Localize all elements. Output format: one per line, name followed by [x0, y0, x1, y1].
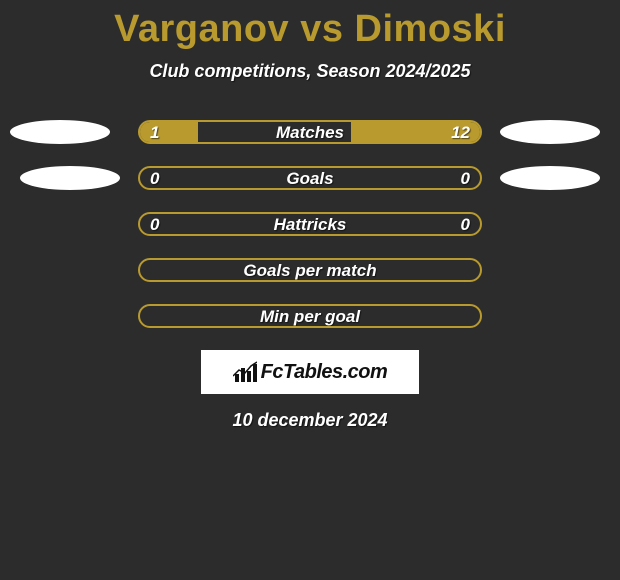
stat-row-hattricks: Hattricks0 0 [0, 212, 620, 236]
bars-icon [233, 360, 257, 384]
stats-area: Matches112Goals00Hattricks00Goals per ma… [0, 120, 620, 328]
avatar-right [500, 166, 600, 190]
stat-bar: Goals per match [138, 258, 482, 282]
stat-bar: Hattricks0 0 [138, 212, 482, 236]
stat-label: Goals per match [140, 260, 480, 280]
page-subtitle: Club competitions, Season 2024/2025 [0, 61, 620, 82]
stat-bar: Min per goal [138, 304, 482, 328]
logo-text: FcTables.com [261, 361, 388, 384]
logo-badge: FcTables.com [201, 350, 419, 394]
stat-row-matches: Matches1 12 [0, 120, 620, 144]
avatar-left [20, 166, 120, 190]
stat-bar: Goals0 0 [138, 166, 482, 190]
stat-row-goals: Goals0 0 [0, 166, 620, 190]
stat-value-left: 1 [140, 122, 169, 142]
date-label: 10 december 2024 [0, 410, 620, 431]
stat-row-goals_per_match: Goals per match [0, 258, 620, 282]
stat-value-right: 0 [451, 168, 480, 188]
avatar-right [500, 120, 600, 144]
stat-bar: Matches1 12 [138, 120, 482, 144]
stat-label: Matches [140, 122, 480, 142]
stat-value-right: 0 [451, 214, 480, 234]
stat-label: Min per goal [140, 306, 480, 326]
stat-label: Goals [140, 168, 480, 188]
page-title: Varganov vs Dimoski [0, 0, 620, 51]
avatar-left [10, 120, 110, 144]
comparison-card: Varganov vs Dimoski Club competitions, S… [0, 0, 620, 580]
stat-label: Hattricks [140, 214, 480, 234]
stat-value-left: 0 [140, 168, 169, 188]
stat-row-min_per_goal: Min per goal [0, 304, 620, 328]
stat-value-left: 0 [140, 214, 169, 234]
stat-value-right: 12 [441, 122, 480, 142]
